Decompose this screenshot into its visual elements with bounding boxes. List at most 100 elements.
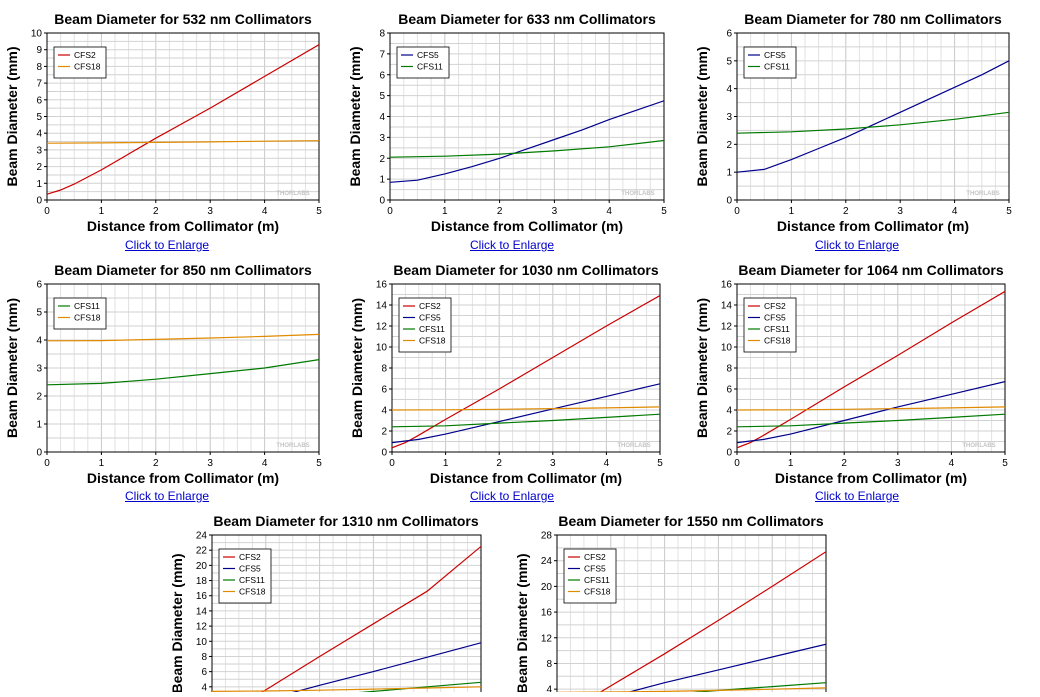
series-line-cfs18 xyxy=(212,686,481,693)
series-group xyxy=(47,44,319,195)
x-tick-label: 0 xyxy=(44,206,50,217)
x-tick-label: 4 xyxy=(949,458,955,469)
series-group xyxy=(737,290,1005,449)
thorlabs-watermark: THORLABS xyxy=(276,443,309,449)
series-line-cfs2 xyxy=(737,290,1005,449)
chart-4: THORLABS 0 1 2 3 4 5 6 0 1 2 3 4 5 Beam Diameter for 8… xyxy=(4,262,322,486)
click-to-enlarge-link[interactable]: Click to Enlarge xyxy=(125,489,210,503)
y-tick-label: 4 xyxy=(379,112,385,123)
legend-box xyxy=(53,297,107,330)
series-line-cfs18 xyxy=(737,406,1005,411)
series-line-cfs11 xyxy=(47,359,319,386)
x-tick-label: 5 xyxy=(316,458,322,469)
y-tick-label: 4 xyxy=(201,682,207,692)
y-tick-label: 10 xyxy=(196,637,208,648)
y-tick-label: 1 xyxy=(36,420,42,431)
legend-label: CFS5 xyxy=(764,313,786,323)
x-tick-label: 5 xyxy=(661,206,667,217)
x-tick-label: 3 xyxy=(552,206,558,217)
y-tick-label: 24 xyxy=(196,531,208,542)
click-to-enlarge-link[interactable]: Click to Enlarge xyxy=(815,238,900,252)
legend-box xyxy=(563,548,617,604)
y-tick-label: 16 xyxy=(541,608,553,619)
legend-label: CFS2 xyxy=(584,552,606,562)
y-tick-label: 0 xyxy=(379,196,385,207)
chart-7: 24681012141618202224Beam Diameter for 13… xyxy=(169,513,482,697)
x-tick-label: 2 xyxy=(496,458,502,469)
y-tick-label: 4 xyxy=(381,406,387,417)
chart-1: THORLABS 0 1 2 3 4 5 6 7 8 9 10 0 1 2 3 4 5 Beam Diameter … xyxy=(4,11,322,234)
plot-frame xyxy=(556,534,827,697)
y-tick-label: 24 xyxy=(541,556,553,567)
legend-label: CFS18 xyxy=(74,62,101,72)
series-line-cfs18 xyxy=(47,140,319,144)
y-axis-label: Beam Diameter (mm) xyxy=(694,46,710,186)
click-to-enlarge-link[interactable]: Click to Enlarge xyxy=(470,489,555,503)
y-tick-label: 8 xyxy=(36,62,42,73)
y-axis-label: Beam Diameter (mm) xyxy=(4,298,20,438)
y-tick-label: 0 xyxy=(726,196,732,207)
thorlabs-watermark: THORLABS xyxy=(276,191,309,197)
series-line-cfs11 xyxy=(390,139,664,158)
series-line-cfs11 xyxy=(737,111,1009,134)
y-tick-label: 7 xyxy=(379,49,385,60)
y-tick-label: 2 xyxy=(726,427,732,438)
x-tick-label: 1 xyxy=(99,206,105,217)
x-tick-label: 1 xyxy=(443,458,449,469)
series-line-cfs5 xyxy=(390,100,664,183)
legend-label: CFS11 xyxy=(74,301,100,311)
y-tick-label: 7 xyxy=(36,79,42,90)
y-tick-label: 14 xyxy=(721,301,733,312)
y-axis-label: Beam Diameter (mm) xyxy=(347,46,363,186)
legend-box xyxy=(743,46,797,79)
y-tick-label: 2 xyxy=(381,427,387,438)
chart-title: Beam Diameter for 1064 nm Collimators xyxy=(738,262,1004,278)
thorlabs-watermark: THORLABS xyxy=(621,191,654,197)
series-group xyxy=(737,60,1009,173)
x-tick-label: 0 xyxy=(387,206,393,217)
y-tick-label: 8 xyxy=(201,652,207,663)
click-to-enlarge-link[interactable]: Click to Enlarge xyxy=(815,489,900,503)
y-tick-label: 20 xyxy=(196,561,208,572)
click-to-enlarge-link[interactable]: Click to Enlarge xyxy=(470,238,555,252)
y-tick-label: 2 xyxy=(36,392,42,403)
y-tick-label: 12 xyxy=(376,322,388,333)
legend-box xyxy=(743,297,797,353)
y-tick-label: 10 xyxy=(721,343,733,354)
legend-label: CFS5 xyxy=(419,313,441,323)
series-line-cfs18 xyxy=(392,406,660,411)
y-tick-label: 10 xyxy=(31,29,43,40)
y-tick-label: 4 xyxy=(36,336,42,347)
chart-title: Beam Diameter for 850 nm Collimators xyxy=(54,262,312,278)
x-tick-label: 5 xyxy=(1006,206,1012,217)
y-tick-label: 14 xyxy=(376,301,388,312)
legend-label: CFS18 xyxy=(419,336,446,346)
click-to-enlarge-link[interactable]: Click to Enlarge xyxy=(125,238,210,252)
x-tick-label: 2 xyxy=(841,458,847,469)
x-tick-label: 1 xyxy=(99,458,105,469)
legend-label: CFS11 xyxy=(417,62,443,72)
chart-title: Beam Diameter for 780 nm Collimators xyxy=(744,11,1002,27)
y-tick-label: 12 xyxy=(196,622,208,633)
legend-label: CFS18 xyxy=(764,336,791,346)
x-tick-label: 5 xyxy=(657,458,663,469)
y-axis-label: Beam Diameter (mm) xyxy=(514,553,530,692)
legend-label: CFS2 xyxy=(74,50,96,60)
chart-title: Beam Diameter for 1030 nm Collimators xyxy=(393,262,659,278)
y-tick-label: 14 xyxy=(196,606,208,617)
x-tick-label: 0 xyxy=(734,458,740,469)
y-tick-label: 5 xyxy=(726,56,732,67)
x-axis-label: Distance from Collimator (m) xyxy=(430,470,622,486)
y-tick-label: 0 xyxy=(36,196,42,207)
x-tick-label: 5 xyxy=(316,206,322,217)
chart-2: THORLABS 0 1 2 3 4 5 6 7 8 0 1 2 3 4 5 Beam Diameter for… xyxy=(347,11,667,234)
y-tick-label: 3 xyxy=(36,364,42,375)
legend-box xyxy=(396,46,450,79)
x-tick-label: 5 xyxy=(1002,458,1008,469)
thorlabs-watermark: THORLABS xyxy=(617,443,650,449)
y-tick-label: 1 xyxy=(36,179,42,190)
x-tick-label: 2 xyxy=(843,206,849,217)
series-line-cfs5 xyxy=(392,383,660,444)
